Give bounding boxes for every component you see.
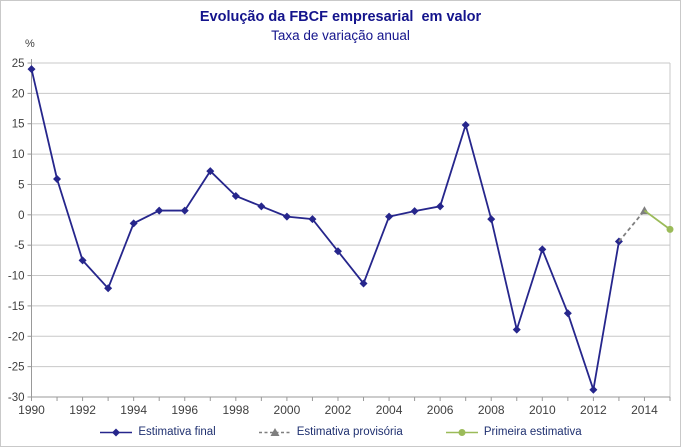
series-line-diamond (30, 68, 620, 390)
circle-marker (458, 428, 466, 436)
diamond-marker (104, 284, 113, 293)
series-line-circle (643, 209, 671, 231)
y-tick-label: -30 (8, 392, 25, 404)
circle-marker (666, 225, 674, 233)
diamond-marker (589, 385, 598, 394)
x-tick-label: 2004 (376, 403, 403, 417)
diamond-marker (282, 212, 291, 221)
y-tick-label: -15 (8, 301, 25, 313)
y-axis-unit-label: % (25, 38, 35, 50)
y-tick-label: 0 (18, 210, 24, 222)
x-tick-label: 1996 (171, 403, 198, 417)
chart-title: Evolução da FBCF empresarial em valor (199, 9, 482, 25)
x-tick-label: 2006 (427, 403, 454, 417)
y-tick-label: -20 (8, 331, 25, 343)
y-tick-label: -5 (14, 240, 24, 252)
legend-circle-marker-icon (445, 427, 479, 438)
y-tick-label: 5 (18, 179, 24, 191)
x-tick-label: 2000 (274, 403, 301, 417)
x-tick-label: 2002 (325, 403, 352, 417)
diamond-marker (436, 202, 445, 211)
legend-label: Estimativa final (138, 426, 216, 438)
legend-item-estimativa-final: Estimativa final (99, 426, 216, 438)
y-tick-label: 10 (12, 149, 25, 161)
diamond-marker (129, 219, 138, 228)
y-tick-label: -25 (8, 362, 25, 374)
diamond-marker (257, 202, 266, 211)
diamond-marker (78, 256, 87, 265)
x-tick-label: 2008 (478, 403, 505, 417)
diamond-marker (308, 215, 317, 224)
diamond-marker (231, 191, 240, 200)
x-tick-label: 1994 (120, 403, 147, 417)
diamond-marker (461, 120, 470, 129)
legend-label: Estimativa provisória (296, 426, 403, 438)
y-tick-label: 20 (12, 88, 25, 100)
diamond-marker (538, 245, 547, 254)
x-tick-label: 1998 (222, 403, 249, 417)
diamond-marker (206, 167, 215, 176)
legend: Estimativa final Estimativa provisória P… (1, 426, 680, 438)
x-tick-label: 1992 (69, 403, 96, 417)
y-tick-label: 15 (12, 119, 25, 131)
diamond-marker (112, 428, 121, 436)
x-tick-label: 2010 (529, 403, 556, 417)
diamond-marker (155, 206, 164, 215)
diamond-marker (27, 65, 36, 74)
x-tick-label: 2012 (580, 403, 607, 417)
diamond-marker (410, 207, 419, 216)
diamond-marker (53, 174, 62, 183)
diamond-marker (359, 279, 368, 288)
diamond-marker (563, 309, 572, 318)
y-tick-label: -10 (8, 271, 25, 283)
triangle-marker (270, 427, 280, 436)
diamond-marker (487, 215, 496, 224)
diamond-marker (180, 206, 189, 215)
legend-label: Primeira estimativa (483, 426, 582, 438)
legend-item-estimativa-provisoria: Estimativa provisória (258, 426, 403, 438)
diamond-marker (333, 247, 342, 256)
diamond-marker (512, 325, 521, 334)
diamond-marker (385, 212, 394, 221)
chart-subtitle: Taxa de variação anual (271, 28, 410, 43)
legend-diamond-marker-icon (99, 427, 133, 438)
legend-triangle-marker-icon (258, 427, 292, 438)
legend-item-primeira-estimativa: Primeira estimativa (445, 426, 582, 438)
x-tick-label: 1990 (18, 403, 45, 417)
x-tick-label: 2014 (631, 403, 658, 417)
y-tick-label: 25 (12, 58, 25, 70)
